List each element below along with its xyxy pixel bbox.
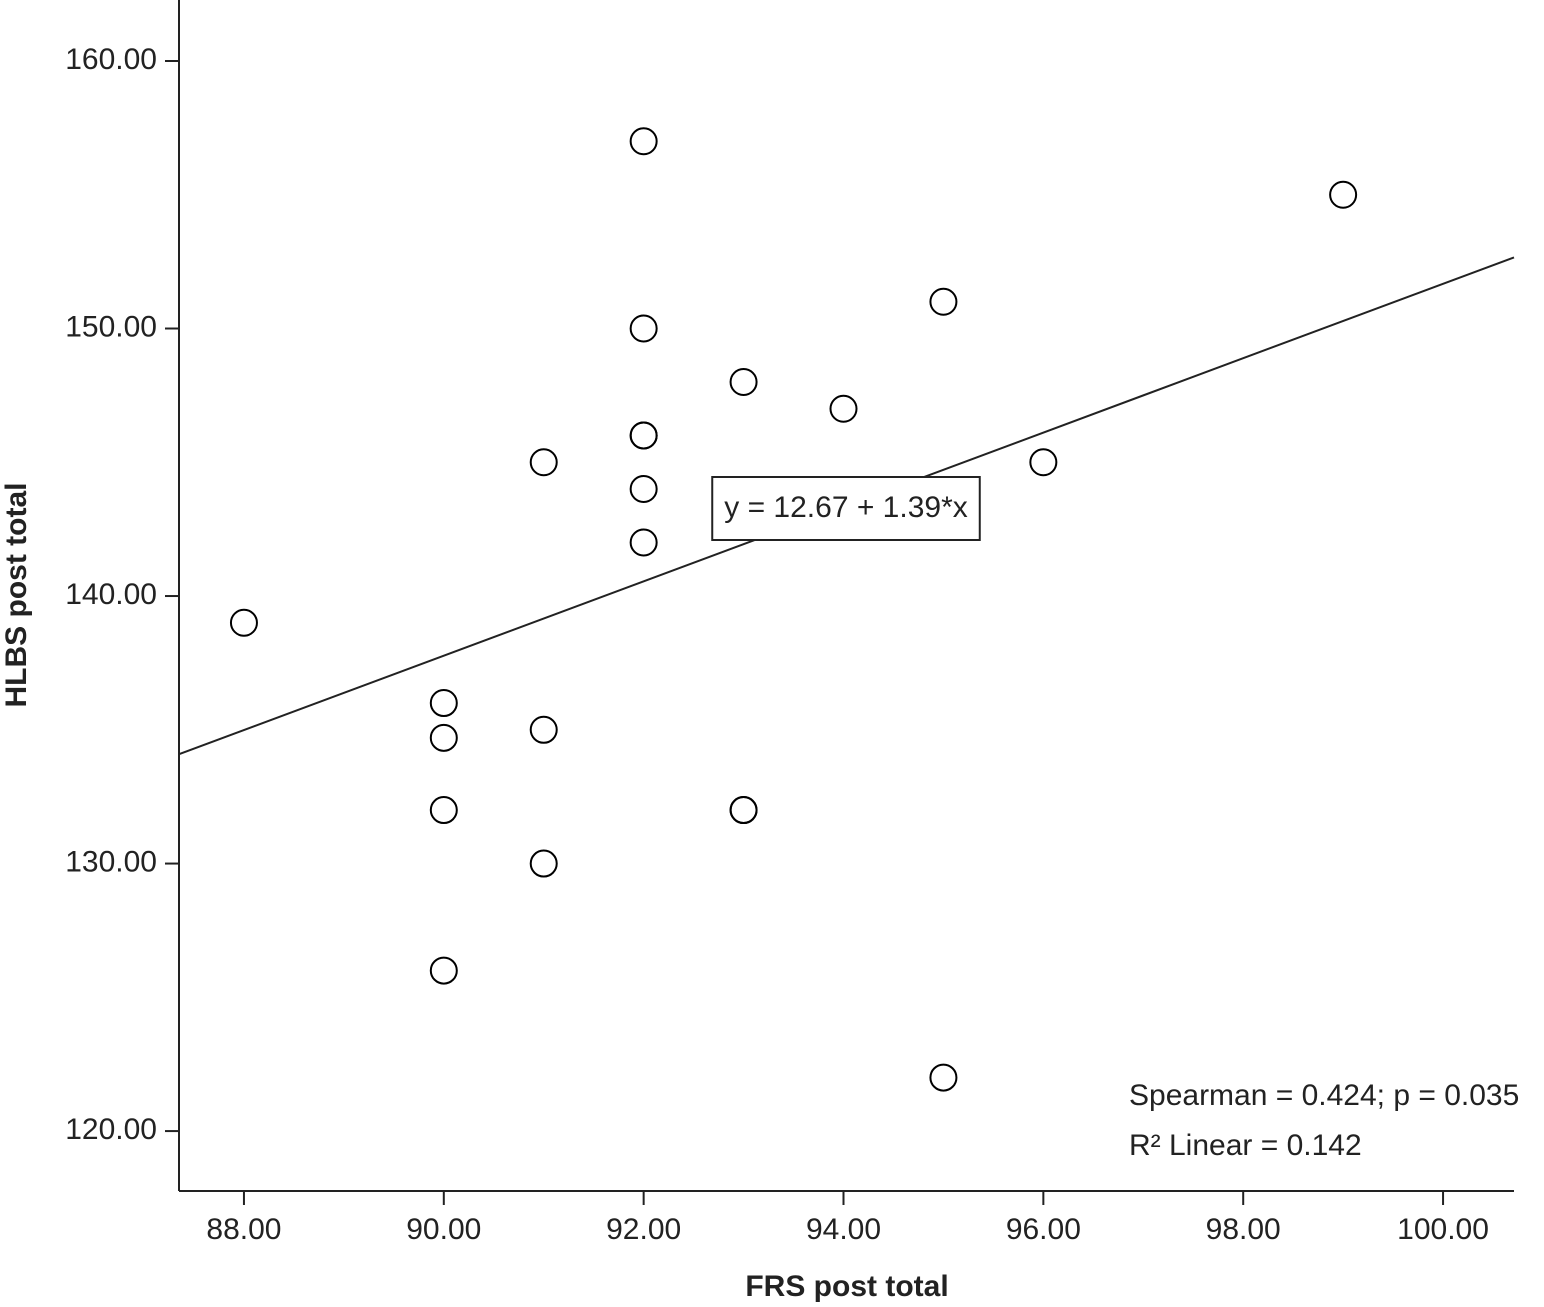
point [929, 1063, 958, 1092]
point [629, 528, 658, 557]
point [429, 689, 458, 718]
y-axis-title: HLBS post total [0, 483, 33, 708]
x-axis-title: FRS post total [745, 1270, 948, 1303]
point [529, 448, 558, 477]
point [929, 287, 958, 316]
point [429, 723, 458, 752]
point [429, 796, 458, 825]
y-tick-label: 140.00 [65, 578, 157, 611]
y-tick-label: 160.00 [65, 43, 157, 76]
x-tick-label: 94.00 [806, 1213, 881, 1246]
point [629, 127, 658, 156]
x-tick-label: 90.00 [406, 1213, 481, 1246]
x-tick-label: 96.00 [1006, 1213, 1081, 1246]
point [1029, 448, 1058, 477]
x-tick-label: 88.00 [206, 1213, 281, 1246]
point [729, 796, 758, 825]
point [1329, 180, 1358, 209]
y-tick-label: 150.00 [65, 310, 157, 343]
point [429, 956, 458, 985]
point [229, 608, 258, 637]
point [529, 715, 558, 744]
annotation: Spearman = 0.424; p = 0.035 [1129, 1079, 1519, 1112]
point [629, 475, 658, 504]
point [729, 368, 758, 397]
point [629, 314, 658, 343]
annotation: R² Linear = 0.142 [1129, 1129, 1362, 1162]
x-tick-label: 100.00 [1397, 1213, 1489, 1246]
fit-label-box [711, 476, 981, 541]
x-tick-label: 92.00 [606, 1213, 681, 1246]
y-tick-label: 130.00 [65, 845, 157, 878]
point [629, 421, 658, 450]
x-tick-label: 98.00 [1206, 1213, 1281, 1246]
y-tick-label: 120.00 [65, 1113, 157, 1146]
point [529, 849, 558, 878]
point [829, 394, 858, 423]
fit-label: y = 12.67 + 1.39*x [724, 491, 968, 524]
